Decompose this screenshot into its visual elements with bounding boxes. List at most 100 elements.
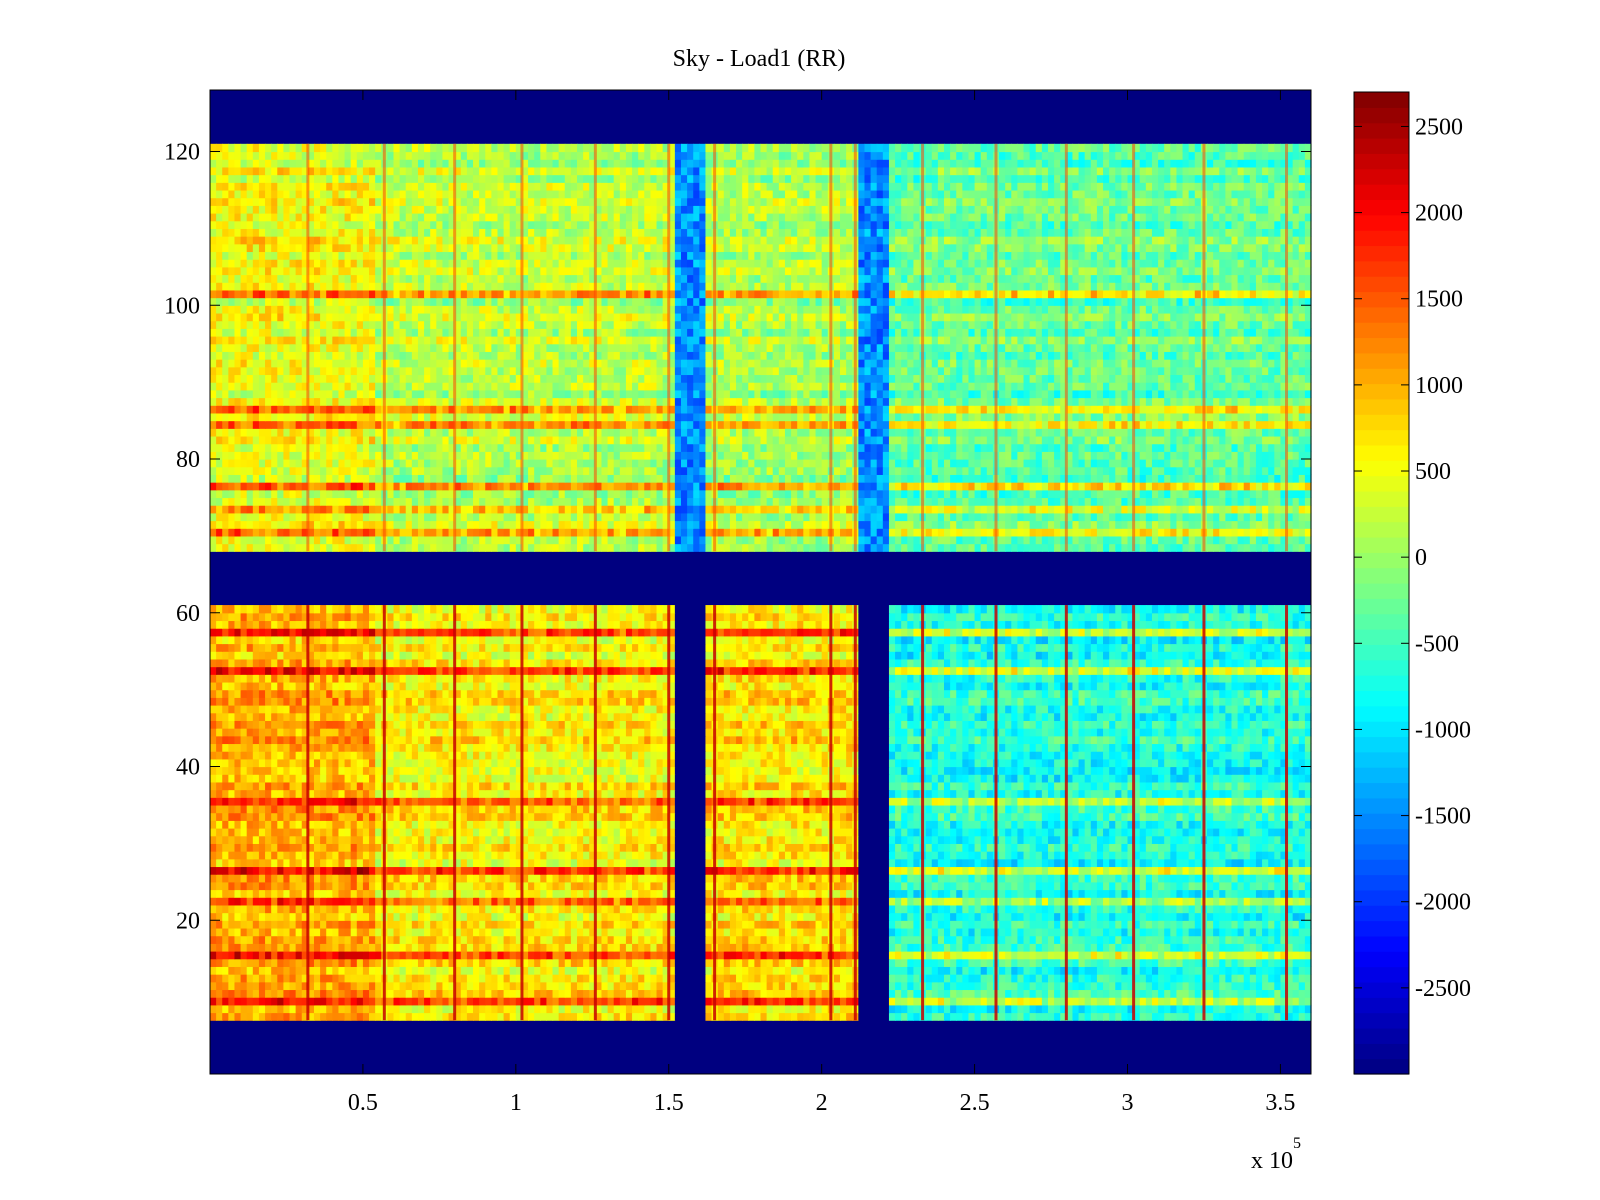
heatmap-cell (729, 904, 737, 914)
heatmap-cell (962, 974, 970, 983)
heatmap-cell (246, 997, 254, 1006)
heatmap-cell (1151, 1012, 1159, 1021)
heatmap-cell (644, 858, 651, 868)
heatmap-cell (252, 951, 260, 960)
heatmap-cell (833, 974, 841, 983)
heatmap-cell (1005, 851, 1012, 860)
heatmap-cell (521, 866, 529, 875)
heatmap-cell (687, 920, 694, 929)
heatmap-cell (895, 981, 902, 991)
heatmap-cell (350, 912, 358, 921)
heatmap-cell (228, 812, 236, 821)
heatmap-cell (344, 835, 352, 844)
heatmap-cell (864, 997, 872, 1006)
heatmap-cell (931, 820, 939, 829)
heatmap-cell (1047, 927, 1055, 937)
heatmap-cell (803, 866, 811, 875)
heatmap-cell (460, 851, 468, 860)
heatmap-cell (803, 858, 811, 868)
heatmap-cell (791, 974, 798, 983)
heatmap-cell (772, 820, 780, 829)
heatmap-cell (375, 943, 382, 952)
heatmap-cell (901, 820, 908, 829)
heatmap-cell (289, 974, 297, 983)
heatmap-cell (552, 820, 560, 829)
heatmap-cell (1176, 889, 1184, 898)
heatmap-cell (350, 897, 358, 906)
heatmap-cell (797, 889, 804, 898)
heatmap-cell (417, 828, 425, 837)
heatmap-cell (1109, 904, 1116, 914)
heatmap-cell (271, 851, 278, 860)
heatmap-cell (454, 943, 462, 952)
heatmap-cell (393, 1004, 401, 1014)
heatmap-cell (326, 897, 333, 906)
heatmap-cell (1047, 966, 1055, 975)
heatmap-cell (509, 889, 517, 898)
heatmap-cell (699, 966, 707, 975)
heatmap-cell (1090, 843, 1098, 852)
heatmap-cell (895, 1004, 902, 1014)
heatmap-cell (479, 889, 486, 898)
heatmap-cell (595, 897, 603, 906)
heatmap-cell (210, 812, 217, 821)
heatmap-cell (931, 874, 939, 883)
heatmap-cell (729, 828, 737, 837)
heatmap-cell (1029, 920, 1037, 929)
heatmap-cell (277, 974, 284, 983)
heatmap-cell (1255, 828, 1263, 837)
heatmap-cell (1017, 881, 1025, 891)
heatmap-cell (717, 1012, 725, 1021)
heatmap-cell (925, 997, 933, 1006)
heatmap-cell (950, 804, 957, 814)
heatmap-cell (619, 804, 627, 814)
heatmap-cell (864, 866, 872, 875)
heatmap-cell (999, 812, 1006, 821)
heatmap-cell (295, 912, 303, 921)
heatmap-cell (974, 912, 982, 921)
heatmap-cell (858, 951, 866, 960)
heatmap-cell (564, 943, 572, 952)
heatmap-cell (589, 927, 596, 937)
heatmap-cell (913, 828, 921, 837)
heatmap-cell (882, 935, 890, 944)
heatmap-cell (1127, 912, 1135, 921)
heatmap-cell (717, 935, 725, 944)
heatmap-cell (570, 835, 578, 844)
heatmap-cell (693, 1004, 700, 1014)
heatmap-cell (521, 927, 529, 937)
heatmap-cell (937, 889, 945, 898)
heatmap-cell (1060, 974, 1067, 983)
heatmap-cell (1133, 897, 1141, 906)
heatmap-cell (448, 858, 456, 868)
heatmap-cell (295, 981, 303, 991)
heatmap-cell (840, 958, 847, 967)
heatmap-cell (809, 897, 817, 906)
heatmap-cell (662, 843, 670, 852)
heatmap-cell (1274, 989, 1282, 998)
heatmap-cell (803, 835, 811, 844)
heatmap-cell (1005, 1004, 1012, 1014)
heatmap-cell (558, 943, 566, 952)
heatmap-cell (974, 974, 982, 983)
heatmap-cell (650, 804, 658, 814)
heatmap-cell (546, 858, 554, 868)
heatmap-cell (271, 858, 278, 868)
heatmap-cell (424, 843, 431, 852)
heatmap-cell (956, 874, 963, 883)
heatmap-cell (791, 943, 798, 952)
heatmap-cell (625, 974, 633, 983)
heatmap-cell (1127, 874, 1135, 883)
heatmap-cell (350, 997, 358, 1006)
heatmap-cell (931, 951, 939, 960)
heatmap-cell (466, 881, 474, 891)
heatmap-cell (748, 951, 755, 960)
heatmap-cell (1054, 1012, 1061, 1021)
heatmap-cell (320, 881, 327, 891)
heatmap-cell (1023, 812, 1031, 821)
heatmap-cell (797, 912, 804, 921)
heatmap-cell (564, 974, 572, 983)
heatmap-cell (448, 843, 456, 852)
heatmap-cell (393, 935, 401, 944)
heatmap-cell (362, 889, 370, 898)
